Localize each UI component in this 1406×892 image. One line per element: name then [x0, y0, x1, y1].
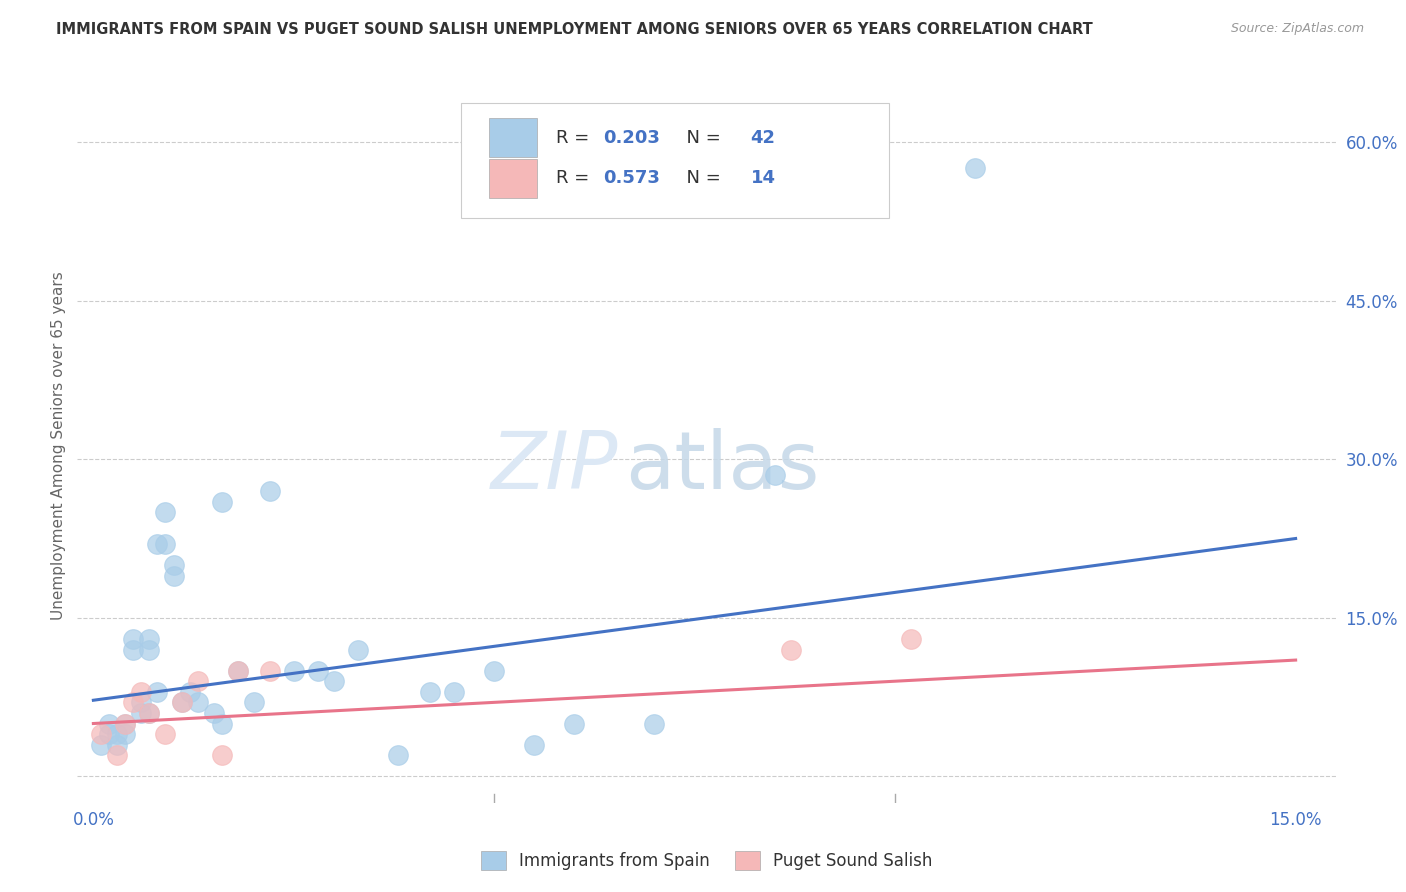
Point	[187, 695, 209, 709]
Point	[202, 706, 225, 720]
Text: R =: R =	[555, 169, 595, 187]
Point	[131, 695, 153, 709]
Point	[90, 727, 112, 741]
Text: 14: 14	[751, 169, 776, 187]
Point	[347, 642, 370, 657]
Point	[482, 664, 505, 678]
Text: N =: N =	[675, 169, 727, 187]
Legend: Immigrants from Spain, Puget Sound Salish: Immigrants from Spain, Puget Sound Salis…	[474, 844, 939, 877]
Point	[307, 664, 329, 678]
Point	[138, 706, 160, 720]
Text: ZIP: ZIP	[491, 428, 619, 507]
Point	[211, 494, 233, 508]
Text: atlas: atlas	[624, 428, 820, 507]
Point	[259, 483, 281, 498]
Point	[523, 738, 546, 752]
Point	[283, 664, 305, 678]
Point	[162, 558, 184, 572]
Point	[98, 716, 121, 731]
Point	[242, 695, 264, 709]
Point	[155, 727, 177, 741]
Point	[779, 642, 801, 657]
Point	[322, 674, 344, 689]
FancyBboxPatch shape	[461, 103, 889, 218]
Point	[107, 738, 129, 752]
Point	[114, 716, 136, 731]
Point	[122, 695, 145, 709]
Point	[155, 537, 177, 551]
Point	[179, 685, 201, 699]
Point	[146, 685, 169, 699]
Point	[131, 685, 153, 699]
Point	[443, 685, 465, 699]
Point	[122, 632, 145, 646]
Point	[259, 664, 281, 678]
Point	[162, 568, 184, 582]
Text: 42: 42	[751, 128, 776, 146]
Point	[226, 664, 249, 678]
Text: N =: N =	[675, 128, 727, 146]
Point	[763, 468, 786, 483]
Point	[643, 716, 665, 731]
Point	[211, 748, 233, 763]
Point	[98, 727, 121, 741]
Point	[90, 738, 112, 752]
Text: Source: ZipAtlas.com: Source: ZipAtlas.com	[1230, 22, 1364, 36]
Point	[226, 664, 249, 678]
Text: 0.203: 0.203	[603, 128, 661, 146]
Point	[131, 706, 153, 720]
Point	[387, 748, 409, 763]
Text: R =: R =	[555, 128, 595, 146]
Point	[138, 642, 160, 657]
Text: 15.0%: 15.0%	[1270, 811, 1322, 830]
Point	[122, 642, 145, 657]
Point	[138, 706, 160, 720]
Point	[114, 716, 136, 731]
Text: 0.573: 0.573	[603, 169, 661, 187]
Text: IMMIGRANTS FROM SPAIN VS PUGET SOUND SALISH UNEMPLOYMENT AMONG SENIORS OVER 65 Y: IMMIGRANTS FROM SPAIN VS PUGET SOUND SAL…	[56, 22, 1092, 37]
Point	[187, 674, 209, 689]
Point	[107, 748, 129, 763]
Point	[114, 727, 136, 741]
FancyBboxPatch shape	[489, 159, 537, 198]
Point	[419, 685, 441, 699]
Y-axis label: Unemployment Among Seniors over 65 years: Unemployment Among Seniors over 65 years	[51, 272, 66, 620]
Point	[170, 695, 193, 709]
Point	[155, 505, 177, 519]
Point	[562, 716, 585, 731]
Text: 0.0%: 0.0%	[73, 811, 114, 830]
Point	[170, 695, 193, 709]
Point	[138, 632, 160, 646]
Point	[211, 716, 233, 731]
Point	[963, 161, 986, 176]
Point	[107, 727, 129, 741]
FancyBboxPatch shape	[489, 118, 537, 157]
Point	[146, 537, 169, 551]
Point	[900, 632, 922, 646]
